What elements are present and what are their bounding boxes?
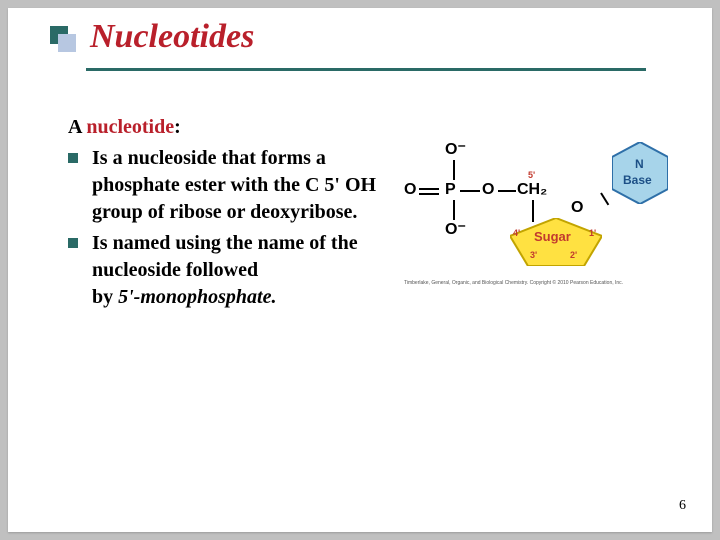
bond-v	[453, 160, 455, 180]
square-bullet-icon	[68, 153, 78, 163]
bond-v	[453, 200, 455, 220]
lead-a: A	[68, 116, 86, 138]
title-underline	[86, 68, 646, 71]
bullet-list: Is a nucleoside that forms a phosphate e…	[68, 145, 400, 311]
list-item: Is named using the name of the nucleosid…	[68, 230, 400, 311]
bond-h	[498, 190, 516, 192]
atom-o-mid: O	[482, 182, 494, 198]
sugar-c2: 2'	[570, 250, 577, 260]
atom-p: P	[445, 182, 456, 198]
atom-ch2: CH₂	[517, 182, 547, 198]
bond-double-top	[419, 188, 439, 190]
lead-nucleotide: nucleotide	[86, 116, 174, 138]
lead-line: A nucleotide:	[68, 116, 400, 139]
sugar-c1: 1'	[589, 228, 596, 238]
bullet-front-square	[58, 34, 76, 52]
sugar-c3: 3'	[530, 250, 537, 260]
atom-o-top: O⁻	[445, 142, 466, 158]
list-item: Is a nucleoside that forms a phosphate e…	[68, 145, 400, 226]
nucleotide-diagram: O⁻ O P O CH₂ 5' O⁻ O	[404, 142, 669, 332]
title-bullet-icon	[50, 26, 76, 52]
slide-header: Nucleotides	[8, 8, 712, 96]
square-bullet-icon	[68, 238, 78, 248]
bond-double-bot	[419, 193, 439, 195]
base-base: Base	[623, 174, 652, 186]
attribution-text: Timberlake, General, Organic, and Biolog…	[404, 280, 664, 286]
bond-h	[460, 190, 480, 192]
bond-diag	[600, 192, 609, 205]
slide: Nucleotides A nucleotide: Is a nucleosid…	[8, 8, 712, 532]
sugar-label: Sugar	[534, 230, 571, 243]
text-column: A nucleotide: Is a nucleoside that forms…	[68, 116, 408, 332]
atom-o-bot: O⁻	[445, 222, 466, 238]
bullet-text-1: Is a nucleoside that forms a phosphate e…	[92, 145, 400, 226]
slide-content: A nucleotide: Is a nucleoside that forms…	[8, 96, 712, 332]
atom-o-left: O	[404, 182, 416, 198]
base-n: N	[635, 158, 644, 170]
diagram-column: O⁻ O P O CH₂ 5' O⁻ O	[408, 116, 692, 332]
bullet-text-2: Is named using the name of the nucleosid…	[92, 230, 400, 311]
slide-title: Nucleotides	[90, 18, 254, 56]
five-prime-label: 5'	[528, 170, 535, 180]
page-number: 6	[679, 498, 686, 514]
atom-o-ring: O	[571, 200, 583, 216]
lead-colon: :	[174, 116, 181, 138]
sugar-c4: 4'	[513, 228, 520, 238]
